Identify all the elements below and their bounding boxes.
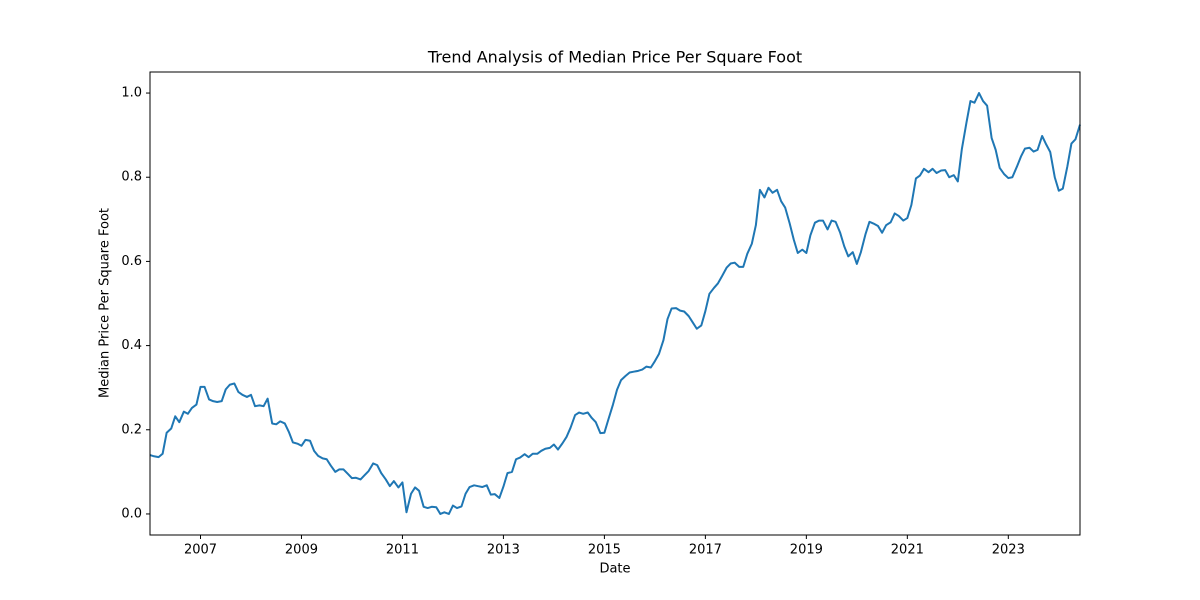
x-axis-label: Date [599, 562, 630, 577]
x-tick-label: 2021 [891, 543, 924, 558]
y-tick-label: 0.2 [121, 422, 142, 437]
x-tick-label: 2011 [386, 543, 419, 558]
y-tick-label: 0.0 [121, 506, 142, 521]
x-tick-label: 2019 [790, 543, 823, 558]
x-tick-label: 2013 [487, 543, 520, 558]
plot-frame [149, 71, 1081, 536]
y-tick-label: 0.8 [121, 170, 142, 185]
x-tick-label: 2009 [285, 543, 318, 558]
y-axis-label: Median Price Per Square Foot [98, 208, 113, 398]
y-tick-label: 1.0 [121, 86, 142, 101]
line [149, 92, 1081, 515]
x-tick-label: 2023 [992, 543, 1025, 558]
x-tick-label: 2007 [184, 543, 217, 558]
chart-title: Trend Analysis of Median Price Per Squar… [427, 48, 802, 67]
y-tick-label: 0.6 [121, 254, 142, 269]
x-tick-label: 2015 [588, 543, 621, 558]
x-tick-label: 2017 [689, 543, 722, 558]
y-tick-label: 0.4 [121, 338, 142, 353]
